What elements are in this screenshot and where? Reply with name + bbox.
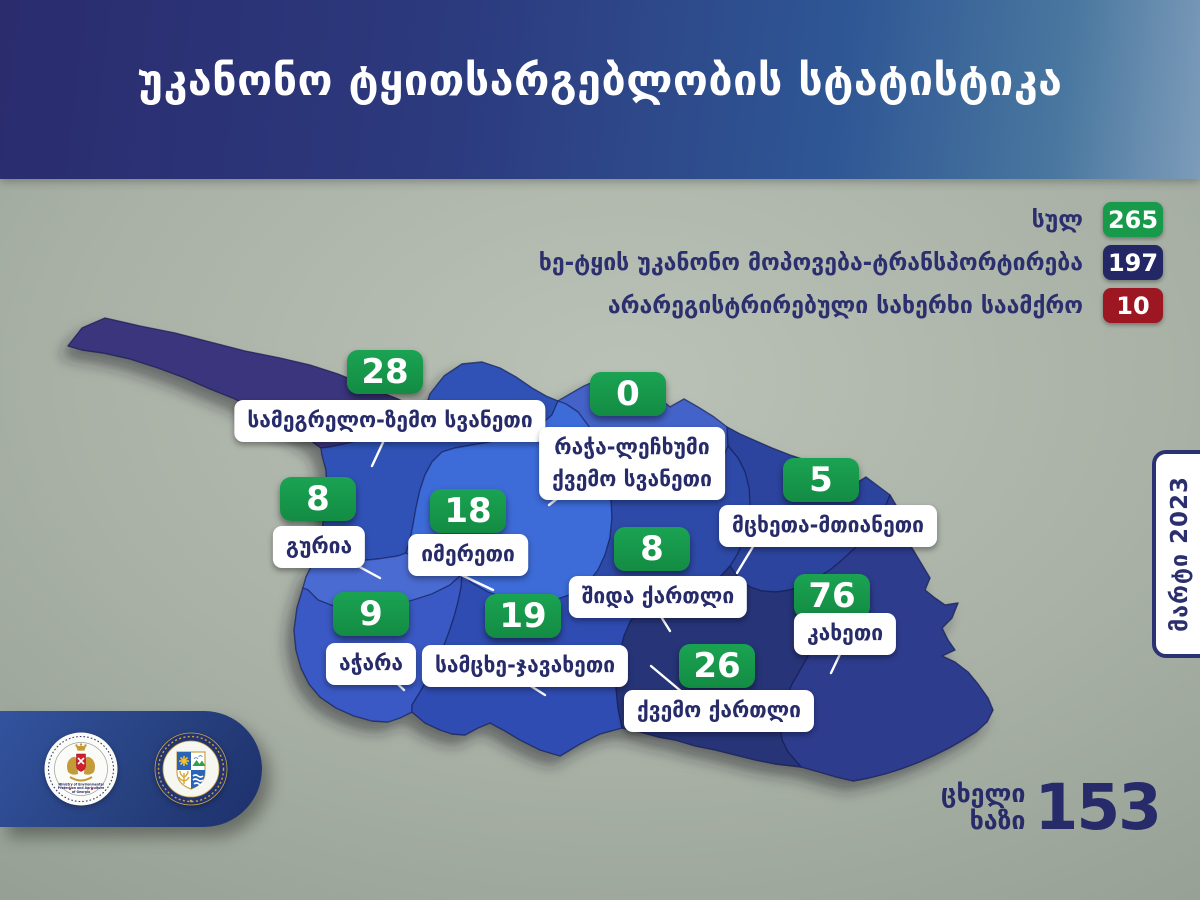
badge-kakheti: 76 bbox=[794, 574, 870, 618]
ministry-caption-line3: of Georgia bbox=[72, 790, 90, 794]
badge-shida: 8 bbox=[614, 527, 690, 571]
label-imereti: იმერეთი bbox=[408, 534, 528, 576]
badge-samegrelo: 28 bbox=[347, 350, 423, 394]
label-samegrelo: სამეგრელო-ზემო სვანეთი bbox=[234, 400, 546, 442]
waves-icon bbox=[192, 774, 204, 786]
label-racha: რაჭა-ლეჩხუმი ქვემო სვანეთი bbox=[539, 427, 725, 500]
legend-label: არარეგისტრირებული სახერხი საამქრო bbox=[607, 292, 1083, 319]
shield-icon bbox=[76, 753, 86, 772]
label-mtskheta: მცხეთა-მთიანეთი bbox=[719, 505, 937, 547]
lions-icon bbox=[67, 756, 95, 775]
ministry-caption-line2: Protection and Agriculture bbox=[58, 786, 104, 790]
connector-kakheti bbox=[829, 650, 843, 675]
sun-icon bbox=[179, 756, 189, 766]
logo-bar: Ministry of Environmental Protection and… bbox=[0, 711, 262, 827]
badge-adjara: 9 bbox=[333, 592, 409, 636]
mountains-icon bbox=[192, 760, 206, 766]
label-adjara: აჭარა bbox=[325, 643, 417, 685]
period-box: მარტი 2023 bbox=[1152, 450, 1200, 658]
badge-samtskhe: 19 bbox=[485, 594, 561, 638]
hotline-number: 153 bbox=[1034, 771, 1162, 844]
legend-row: სულ 265 bbox=[1032, 202, 1163, 237]
label-shida: შიდა ქართლი bbox=[568, 576, 748, 618]
badge-guria: 8 bbox=[280, 477, 356, 521]
label-kvemo: ქვემო ქართლი bbox=[623, 690, 815, 732]
crown-icon bbox=[75, 743, 87, 751]
legend-value-badge: 265 bbox=[1103, 202, 1163, 237]
page-title: უკანონო ტყითსარგებლობის სტატისტიკა bbox=[137, 56, 1063, 106]
legend-row: არარეგისტრირებული სახერხი საამქრო 10 bbox=[608, 288, 1163, 323]
legend-value-badge: 197 bbox=[1103, 245, 1163, 280]
label-kakheti: კახეთი bbox=[793, 613, 897, 655]
legend-label: ხე-ტყის უკანონო მოპოვება-ტრანსპორტირება bbox=[538, 249, 1083, 276]
header-banner: უკანონო ტყითსარგებლობის სტატისტიკა bbox=[0, 0, 1200, 179]
period-label: მარტი 2023 bbox=[1167, 476, 1193, 632]
quartered-shield-icon bbox=[176, 751, 206, 790]
birds-icon bbox=[193, 755, 203, 759]
label-guria: გურია bbox=[272, 526, 366, 568]
ministry-caption-line1: Ministry of Environmental bbox=[58, 783, 103, 787]
hotline: ცხელი ხაზი 153 bbox=[940, 771, 1162, 844]
environmental-supervision-logo bbox=[154, 732, 228, 806]
badge-imereti: 18 bbox=[430, 489, 506, 533]
plant-icon bbox=[178, 770, 190, 784]
badge-kvemo: 26 bbox=[679, 644, 755, 688]
label-samtskhe: სამცხე-ჯავახეთი bbox=[421, 645, 629, 687]
legend-label: სულ bbox=[1031, 206, 1083, 233]
badge-racha: 0 bbox=[590, 372, 666, 416]
legend-value-badge: 10 bbox=[1103, 288, 1163, 323]
hotline-label: ცხელი ხაზი bbox=[940, 779, 1026, 835]
ministry-logo: Ministry of Environmental Protection and… bbox=[44, 732, 118, 806]
connector-kvemo bbox=[649, 664, 684, 694]
legend: სულ 265 ხე-ტყის უკანონო მოპოვება-ტრანსპორტ… bbox=[539, 202, 1163, 323]
legend-row: ხე-ტყის უკანონო მოპოვება-ტრანსპორტირება 1… bbox=[539, 245, 1163, 280]
badge-mtskheta: 5 bbox=[783, 458, 859, 502]
